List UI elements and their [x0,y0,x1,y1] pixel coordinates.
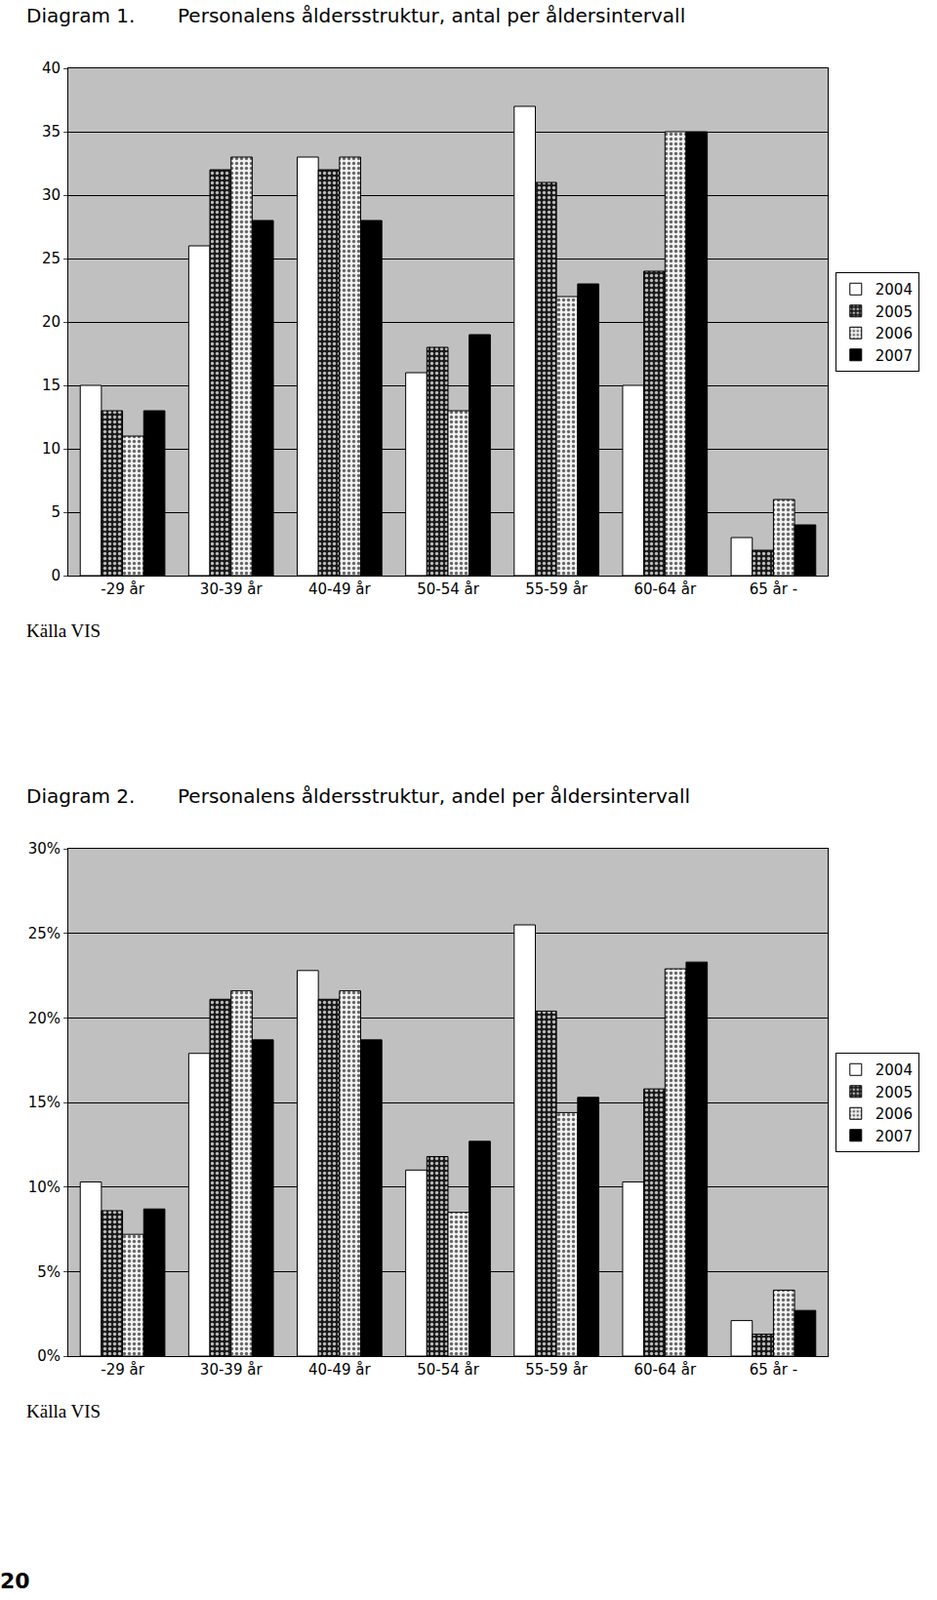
svg-text:2004: 2004 [875,281,913,299]
html-text:Diagram 2.: Diagram 2. [26,784,135,809]
svg-text:2005: 2005 [875,303,913,322]
svg-text:55-59 år: 55-59 år [525,1361,589,1380]
html-text:Källa VIS: Källa VIS [26,620,101,642]
svg-text:10: 10 [41,440,61,458]
svg-text:30%: 30% [28,840,61,858]
svg-text:-29 år: -29 år [100,1361,145,1380]
svg-text:0: 0 [50,567,61,585]
svg-text:65 år -: 65 år - [749,1361,798,1380]
svg-text:15: 15 [41,376,61,395]
svg-text:55-59 år: 55-59 år [525,580,589,599]
svg-text:50-54 år: 50-54 år [416,580,481,599]
svg-text:40-49 år: 40-49 år [308,580,372,599]
svg-text:60-64 år: 60-64 år [633,580,697,599]
svg-text:5%: 5% [37,1263,61,1282]
svg-text:60-64 år: 60-64 år [633,1361,697,1380]
svg-text:2006: 2006 [875,325,913,343]
svg-text:0%: 0% [37,1347,61,1366]
svg-text:2004: 2004 [875,1061,913,1080]
svg-text:2007: 2007 [875,1128,913,1146]
svg-text:10%: 10% [28,1179,61,1197]
svg-text:30: 30 [41,186,61,204]
svg-text:2007: 2007 [875,347,913,366]
svg-text:65 år -: 65 år - [749,580,798,599]
svg-text:25: 25 [41,249,61,268]
svg-text:-29 år: -29 år [100,580,145,599]
svg-text:2006: 2006 [875,1105,913,1124]
svg-text:40-49 år: 40-49 år [308,1361,372,1380]
html-text:20: 20 [0,1569,30,1594]
svg-text:15%: 15% [28,1094,61,1112]
svg-text:50-54 år: 50-54 år [416,1361,481,1380]
svg-text:20%: 20% [28,1010,61,1028]
svg-text:20: 20 [41,313,61,331]
html-text:Personalens åldersstruktur, an: Personalens åldersstruktur, andel per ål… [177,784,691,809]
svg-text:40: 40 [41,59,61,78]
svg-text:25%: 25% [28,925,61,943]
svg-text:30-39 år: 30-39 år [200,1361,264,1380]
svg-text:2005: 2005 [875,1084,913,1102]
svg-text:35: 35 [41,122,61,141]
svg-text:30-39 år: 30-39 år [200,580,264,599]
html-text:Personalens åldersstruktur, an: Personalens åldersstruktur, antal per ål… [177,3,686,28]
svg-text:5: 5 [50,503,61,522]
html-text:Källa VIS: Källa VIS [26,1401,101,1423]
html-text:Diagram 1.: Diagram 1. [26,3,135,28]
